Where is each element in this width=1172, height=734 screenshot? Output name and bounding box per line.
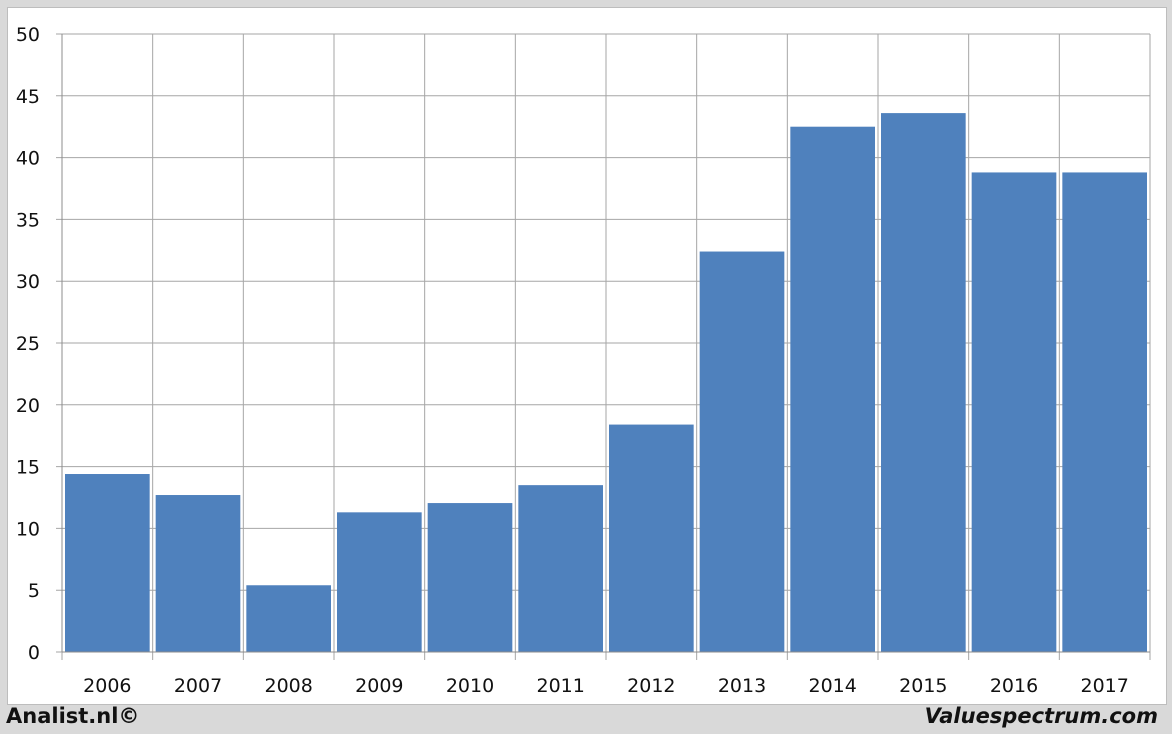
bar-2014 [790,126,875,652]
y-tick-label: 20 [16,395,40,417]
y-tick-label: 10 [16,518,40,540]
x-tick-label: 2007 [174,675,222,697]
y-tick-label: 50 [16,24,40,46]
x-tick-label: 2008 [264,675,312,697]
bar-2010 [427,503,513,652]
bar-2009 [337,512,422,652]
y-tick-label: 30 [16,271,40,293]
bar-2013 [699,251,785,652]
y-tick-label: 5 [28,580,40,602]
x-tick-label: 2017 [1080,675,1128,697]
bar-2017 [1062,172,1147,652]
y-tick-label: 40 [16,148,40,170]
bar-2016 [971,172,1057,652]
bar-2012 [609,424,694,652]
bar-2006 [65,474,150,652]
y-tick-label: 45 [16,86,40,108]
x-tick-label: 2013 [718,675,766,697]
x-tick-label: 2012 [627,675,675,697]
x-tick-label: 2011 [536,675,584,697]
y-tick-label: 0 [28,642,40,664]
valuespectrum-credit: Valuespectrum.com [924,704,1158,728]
y-tick-label: 25 [16,333,40,355]
analist-credit: Analist.nl© [6,704,140,728]
y-tick-label: 35 [16,209,40,231]
x-tick-label: 2015 [899,675,947,697]
x-tick-label: 2006 [83,675,131,697]
x-tick-label: 2010 [446,675,494,697]
bar-2011 [518,485,603,652]
bar-2007 [155,495,241,652]
bar-2008 [246,585,331,652]
x-tick-label: 2009 [355,675,403,697]
bar-2015 [881,113,966,652]
x-tick-label: 2014 [808,675,856,697]
y-tick-label: 15 [16,457,40,479]
x-tick-label: 2016 [990,675,1038,697]
